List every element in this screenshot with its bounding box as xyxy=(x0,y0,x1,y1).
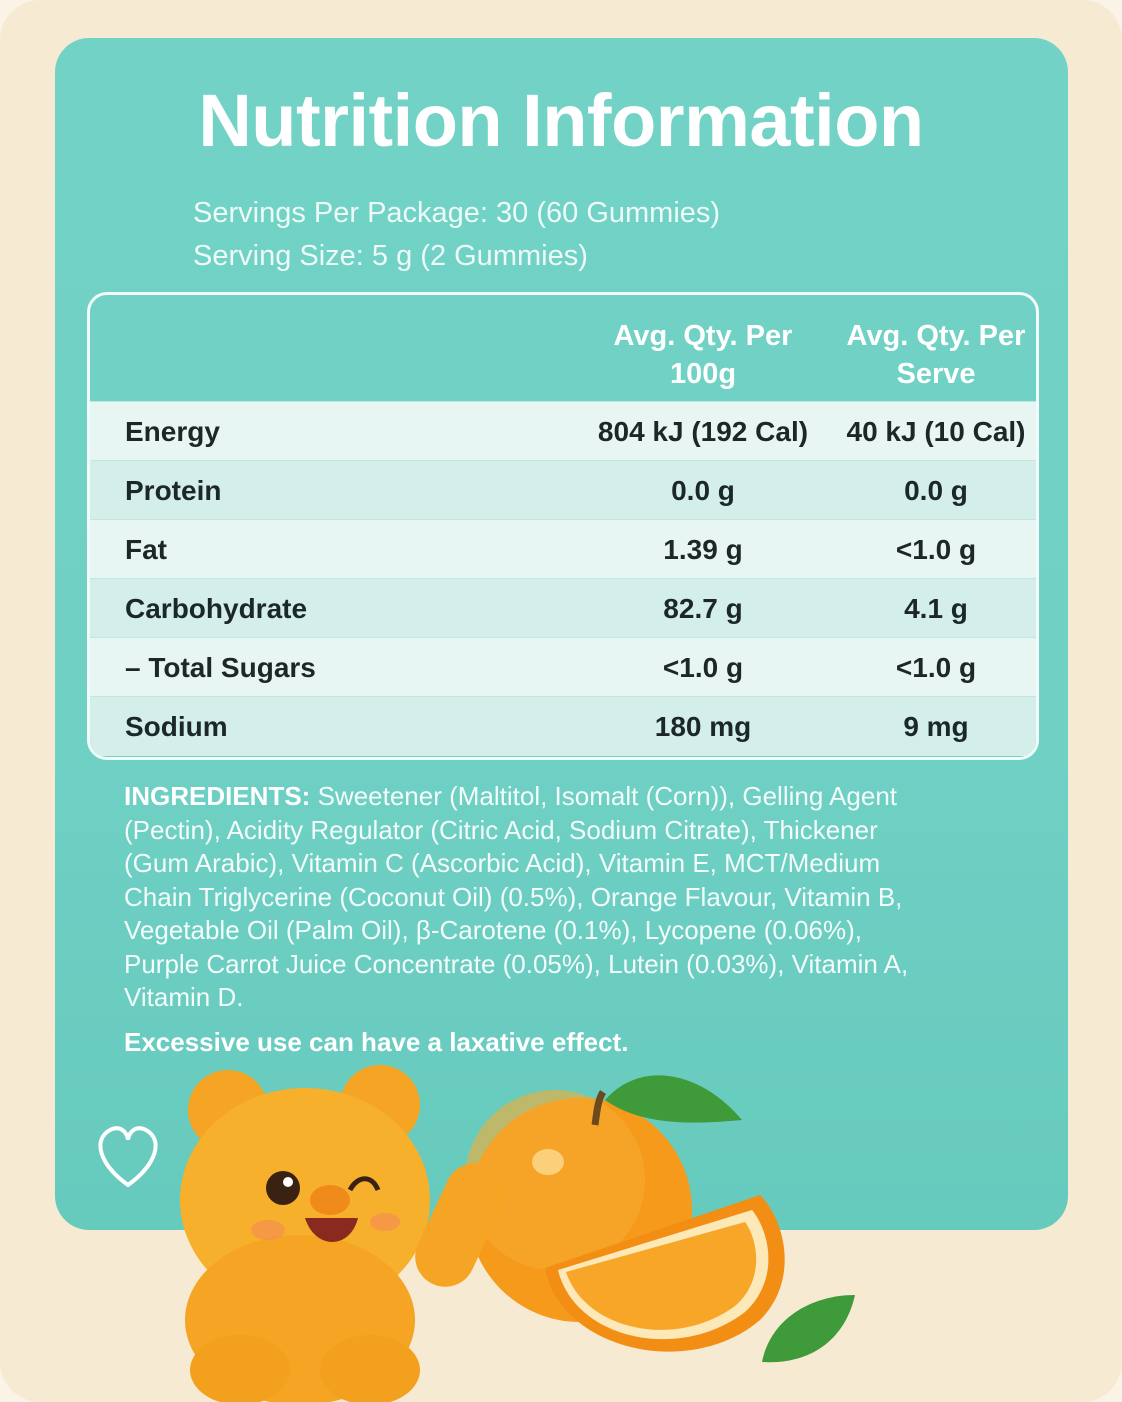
nutrient-value: 0.0 g xyxy=(671,475,735,506)
warning: Excessive use can have a laxative effect… xyxy=(124,1027,629,1057)
nutrient-name: Fat xyxy=(125,534,167,565)
ingredients: INGREDIENTS: Sweetener (Maltitol, Isomal… xyxy=(124,780,944,1015)
nutrient-value: 1.39 g xyxy=(663,534,743,565)
table-row: Fat 1.39 g <1.0 g xyxy=(90,519,1036,579)
nutrient-name: Sodium xyxy=(125,711,228,742)
title: Nutrition Information xyxy=(198,79,924,162)
nutrient-value: 4.1 g xyxy=(904,593,968,624)
nutrition-table: Avg. Qty. Per 100g Avg. Qty. Per Serve Ene… xyxy=(87,292,1039,760)
nutrient-value: <1.0 g xyxy=(895,652,977,683)
nutrient-value: <1.0 g xyxy=(895,534,977,565)
nutrient-value: 40 kJ (10 Cal) xyxy=(846,416,1026,447)
servings-per-package: Servings Per Package: 30 (60 Gummies) xyxy=(193,197,721,229)
table-row: – Total Sugars <1.0 g <1.0 g xyxy=(90,637,1036,697)
table-row: Sodium 180 mg 9 mg xyxy=(90,696,1036,756)
column-header: Avg. Qty. Per 100g xyxy=(613,320,793,390)
table-row: Energy 804 kJ (192 Cal) 40 kJ (10 Cal) xyxy=(90,401,1036,461)
column-header: Avg. Qty. Per Serve xyxy=(846,320,1026,390)
nutrient-value: 9 mg xyxy=(903,711,969,742)
ingredients-text: Sweetener (Maltitol, Isomalt (Corn)), Ge… xyxy=(124,781,909,1012)
nutrient-name: Carbohydrate xyxy=(125,593,308,624)
nutrient-value: 804 kJ (192 Cal) xyxy=(597,416,809,447)
nutrient-name: – Total Sugars xyxy=(125,652,316,683)
ingredients-label: INGREDIENTS: xyxy=(124,781,311,811)
nutrient-value: 0.0 g xyxy=(904,475,968,506)
nutrient-name: Protein xyxy=(125,475,222,506)
table-row: Carbohydrate 82.7 g 4.1 g xyxy=(90,578,1036,638)
nutrient-name: Energy xyxy=(125,416,220,447)
table-row: Protein 0.0 g 0.0 g xyxy=(90,460,1036,520)
nutrient-value: 82.7 g xyxy=(663,593,743,624)
nutrient-value: 180 mg xyxy=(654,711,752,742)
nutrient-value: <1.0 g xyxy=(662,652,744,683)
serving-size: Serving Size: 5 g (2 Gummies) xyxy=(193,240,588,272)
